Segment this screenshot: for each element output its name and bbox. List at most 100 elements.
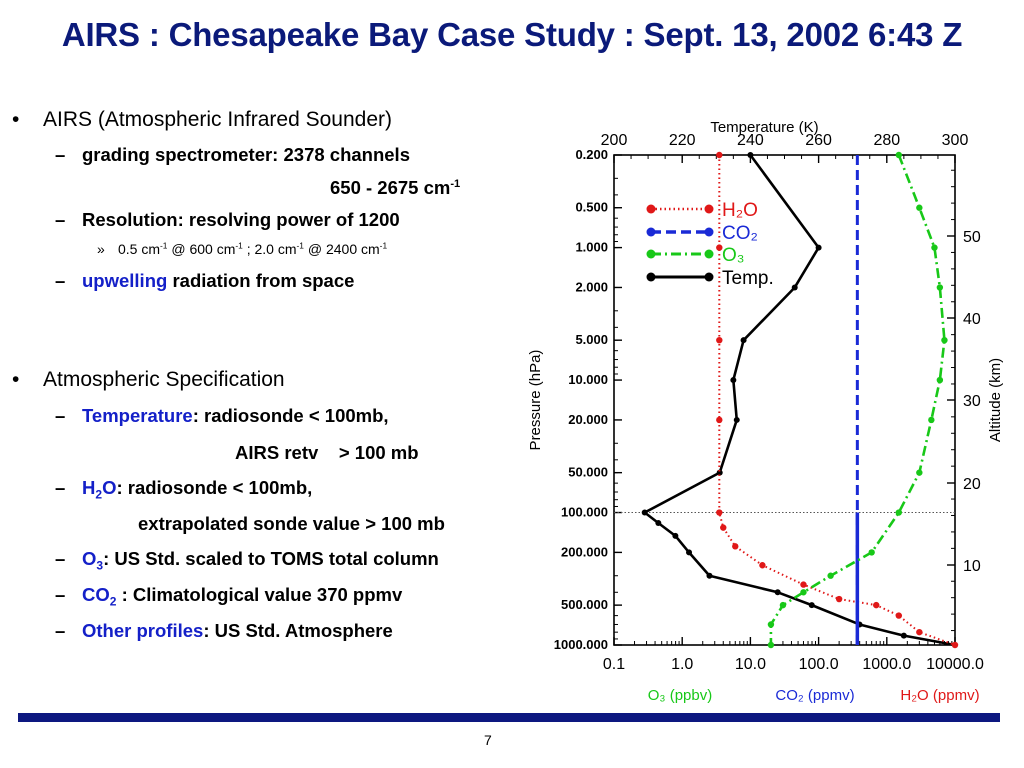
legend-marker bbox=[646, 272, 656, 282]
legend-marker bbox=[646, 249, 656, 259]
detail-text: ; 2.0 cm bbox=[242, 241, 297, 257]
series-point-O₃ bbox=[931, 244, 938, 251]
detail-sup: -1 bbox=[160, 240, 168, 251]
legend-marker bbox=[704, 272, 714, 282]
series-point-Temp. bbox=[716, 469, 723, 476]
right-tick-label: 20 bbox=[963, 476, 981, 493]
legend-label: O₃ bbox=[722, 245, 745, 266]
series-point-O₃ bbox=[916, 204, 923, 211]
bottom-unit-label: CO₂ (ppmv) bbox=[775, 687, 854, 704]
series-point-H₂O bbox=[873, 601, 880, 609]
sub-co2: CO2 : Climatological value 370 ppmv bbox=[82, 584, 403, 608]
sub-dash: – bbox=[55, 144, 66, 165]
series-point-Temp. bbox=[791, 284, 798, 291]
series-point-Temp. bbox=[686, 549, 693, 556]
left-tick-label: 0.500 bbox=[575, 200, 608, 215]
sub-resolution: Resolution: resolving power of 1200 bbox=[82, 209, 400, 230]
page-number: 7 bbox=[484, 732, 492, 748]
series-point-O₃ bbox=[827, 572, 834, 579]
series-point-H₂O bbox=[951, 641, 959, 649]
sub-spectrometer: grading spectrometer: 2378 channels bbox=[82, 144, 410, 165]
upwelling-text: radiation from space bbox=[167, 270, 355, 291]
series-point-Temp. bbox=[815, 244, 822, 251]
left-tick-label: 1000.000 bbox=[554, 637, 608, 652]
sub-other-profiles: Other profiles: US Std. Atmosphere bbox=[82, 620, 393, 642]
series-point-O₃ bbox=[895, 151, 903, 159]
legend-label: Temp. bbox=[722, 268, 774, 289]
top-tick-label: 260 bbox=[805, 132, 832, 149]
left-tick-label: 10.000 bbox=[568, 372, 608, 387]
plot-frame bbox=[613, 154, 956, 646]
legend-marker bbox=[646, 204, 656, 214]
bullet-1: • bbox=[12, 108, 19, 132]
bottom-tick-label: 0.1 bbox=[603, 656, 625, 673]
left-tick-label: 5.000 bbox=[575, 332, 608, 347]
bottom-tick-label: 1000.0 bbox=[862, 656, 911, 673]
right-tick-label: 50 bbox=[963, 229, 981, 246]
series-point-H₂O bbox=[720, 524, 727, 531]
series-point-O₃ bbox=[779, 601, 787, 609]
sub-temperature-cont: AIRS retv > 100 mb bbox=[235, 442, 419, 463]
detail-sup: -1 bbox=[296, 240, 304, 251]
left-tick-label: 100.000 bbox=[561, 505, 608, 520]
sub-o3: O3: US Std. scaled to TOMS total column bbox=[82, 548, 439, 572]
h2o-text: : radiosonde < 100mb, bbox=[116, 477, 313, 498]
series-point-H₂O bbox=[716, 416, 723, 424]
series-point-Temp. bbox=[641, 509, 648, 516]
series-point-O₃ bbox=[767, 641, 775, 649]
series-point-O₃ bbox=[941, 336, 948, 344]
series-point-H₂O bbox=[835, 595, 843, 603]
left-tick-label: 200.000 bbox=[561, 544, 608, 559]
series-point-O₃ bbox=[895, 509, 903, 516]
detail-text: @ 600 cm bbox=[167, 241, 236, 257]
left-tick-label: 1.000 bbox=[575, 240, 608, 255]
series-point-Temp. bbox=[672, 532, 679, 539]
bullet-airs: AIRS (Atmospheric Infrared Sounder) bbox=[43, 108, 392, 131]
sub-dash: – bbox=[55, 584, 66, 605]
top-tick-label: 300 bbox=[942, 132, 969, 149]
right-tick-label: 10 bbox=[963, 558, 981, 575]
series-point-H₂O bbox=[759, 562, 766, 569]
series-point-Temp. bbox=[747, 152, 754, 158]
range-text: 650 - 2675 cm bbox=[330, 177, 451, 198]
co2-co: CO bbox=[82, 584, 110, 605]
top-tick-label: 280 bbox=[873, 132, 900, 149]
bottom-unit-label: H₂O (ppmv) bbox=[900, 687, 979, 704]
h2o-highlight: H2O bbox=[82, 477, 116, 501]
legend-label: H₂O bbox=[722, 200, 758, 221]
sub-h2o: H2O: radiosonde < 100mb, bbox=[82, 477, 313, 501]
h2o-h: H bbox=[82, 477, 96, 498]
o3-highlight: O3 bbox=[82, 548, 103, 572]
slide-title: AIRS : Chesapeake Bay Case Study : Sept.… bbox=[61, 16, 963, 53]
sub-temperature: Temperature: radiosonde < 100mb, bbox=[82, 405, 389, 427]
other-profiles-text: : US Std. Atmosphere bbox=[203, 620, 393, 641]
series-point-O₃ bbox=[767, 621, 775, 628]
sub-dash: – bbox=[55, 209, 66, 230]
subsub-resolution-detail: 0.5 cm-1 @ 600 cm-1 ; 2.0 cm-1 @ 2400 cm… bbox=[118, 241, 387, 257]
top-axis-label: Temperature (K) bbox=[710, 119, 818, 136]
series-point-Temp. bbox=[730, 377, 737, 384]
temperature-highlight: Temperature bbox=[82, 405, 193, 426]
sub-spectrometer-range: 650 - 2675 cm-1 bbox=[330, 177, 460, 199]
right-axis-label: Altitude (km) bbox=[987, 358, 1004, 442]
co2-text: : Climatological value 370 ppmv bbox=[116, 584, 403, 605]
bottom-unit-label: O₃ (ppbv) bbox=[648, 687, 712, 704]
bullet-atmospheric-spec: Atmospheric Specification bbox=[43, 368, 285, 391]
co2-highlight: CO2 bbox=[82, 584, 116, 608]
series-point-Temp. bbox=[808, 602, 815, 609]
series-point-H₂O bbox=[716, 336, 723, 344]
left-tick-label: 50.000 bbox=[568, 465, 608, 480]
series-point-O₃ bbox=[868, 549, 875, 556]
series-point-H₂O bbox=[895, 612, 903, 619]
sub-dash: – bbox=[55, 477, 66, 498]
co2-sub: 2 bbox=[109, 594, 117, 609]
detail-sup: -1 bbox=[379, 240, 388, 251]
detail-text: @ 2400 cm bbox=[303, 241, 380, 257]
sub-dash: – bbox=[55, 620, 66, 641]
detail-sup: -1 bbox=[235, 240, 243, 251]
left-tick-label: 2.000 bbox=[575, 279, 608, 294]
series-point-O₃ bbox=[800, 589, 807, 596]
range-sup: -1 bbox=[450, 177, 461, 190]
series-point-O₃ bbox=[936, 376, 944, 384]
